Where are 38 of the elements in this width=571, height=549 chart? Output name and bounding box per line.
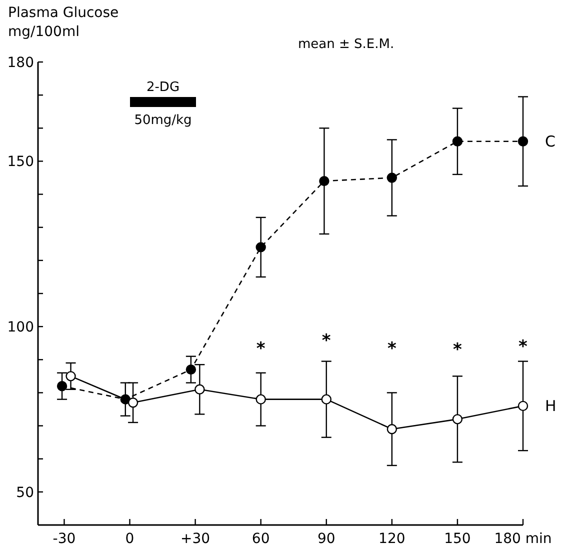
- x-tick-label: -30: [52, 531, 76, 547]
- point: [56, 381, 68, 392]
- point: [319, 176, 330, 186]
- point: [128, 398, 138, 408]
- x-tick-label: 60: [252, 531, 270, 547]
- annotation: *: [322, 331, 331, 351]
- point: [518, 400, 528, 412]
- series-label: H: [545, 396, 556, 415]
- point: [66, 371, 76, 382]
- annotation: 2-DG: [146, 80, 180, 95]
- y-tick-label: 150: [7, 154, 34, 170]
- annotation: *: [256, 339, 266, 359]
- point: [452, 414, 463, 424]
- x-tick-label: 180 min: [494, 531, 552, 547]
- chart-title: mean ± S.E.M.: [298, 37, 394, 52]
- y-tick-label: 50: [16, 484, 34, 501]
- annotation: 50mg/kg: [134, 113, 192, 128]
- x-tick-label: 90: [317, 531, 336, 547]
- series-label: C: [545, 132, 556, 150]
- point: [386, 172, 398, 183]
- point: [386, 424, 398, 434]
- point: [194, 384, 205, 395]
- annotation: *: [387, 339, 396, 359]
- y-tick-label: 180: [7, 55, 34, 71]
- x-tick-label: 120: [378, 531, 406, 547]
- y-tick-label: 100: [7, 320, 34, 336]
- point: [321, 394, 332, 404]
- point: [186, 364, 196, 375]
- x-tick-label: +30: [180, 531, 210, 547]
- x-tick-label: 0: [125, 531, 134, 547]
- x-tick-label: 150: [444, 531, 471, 547]
- point: [256, 242, 266, 252]
- y-axis-title: Plasma Glucose mg/100ml: [8, 5, 119, 40]
- point: [452, 136, 463, 146]
- annotation: *: [453, 340, 462, 360]
- point: [518, 136, 528, 146]
- annotation: *: [518, 337, 528, 357]
- point: [256, 394, 266, 404]
